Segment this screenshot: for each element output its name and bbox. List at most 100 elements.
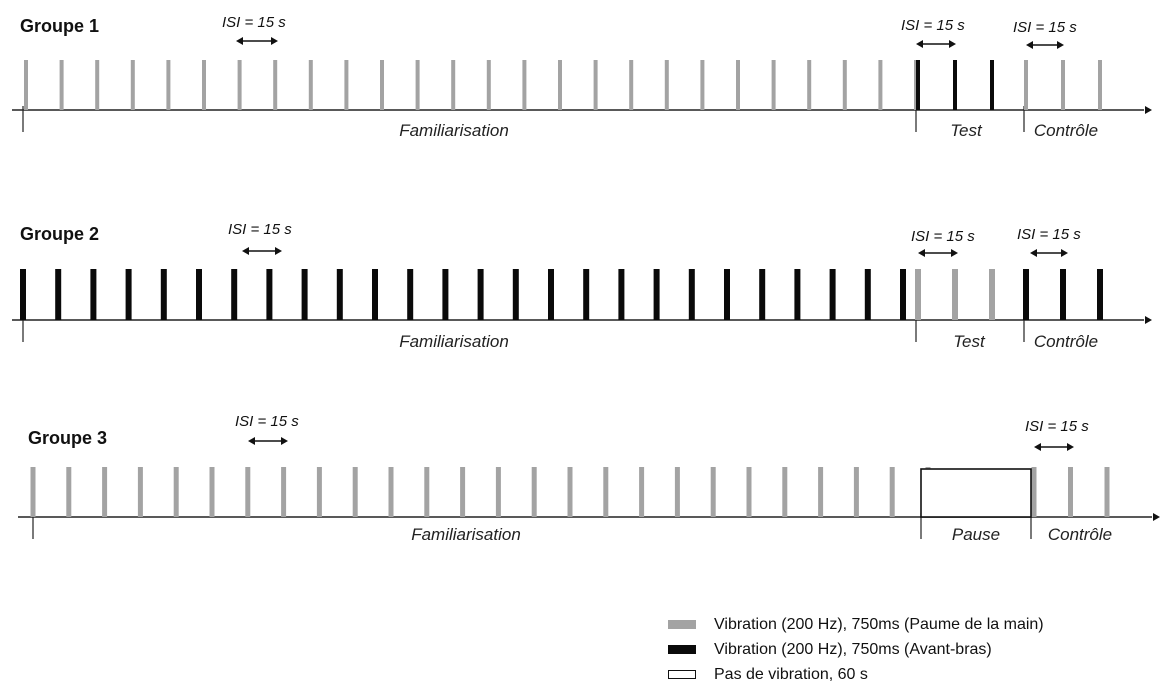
group-2-isi-arrow-1-icon-head-left	[242, 247, 249, 255]
group-3-pause-box	[920, 468, 1032, 518]
group-1-familiarisation-tick-palm	[878, 60, 883, 110]
group-1-familiarisation-tick-palm	[451, 60, 456, 110]
group-2-familiarisation-tick-forearm	[196, 269, 202, 320]
group-3-phase-label-3: Contrôle	[1048, 525, 1112, 544]
group-2-familiarisation-tick-forearm	[759, 269, 766, 320]
group-3-isi-arrow-2-icon-head-right	[1067, 443, 1074, 451]
group-1-familiarisation-tick-palm	[237, 60, 242, 110]
group-3-isi-label-2: ISI = 15 s	[1025, 418, 1089, 435]
legend-item-no-vibration: Pas de vibration, 60 s	[668, 662, 1044, 687]
group-2-familiarisation-tick-forearm	[548, 269, 554, 320]
group-1-familiarisation-tick-palm	[771, 60, 776, 110]
group-3-familiarisation-tick-palm	[137, 467, 143, 517]
group-2-axis-arrow-icon	[1145, 316, 1152, 324]
group-1-contrle-tick-palm	[1098, 60, 1102, 110]
group-2-familiarisation-tick-forearm	[794, 269, 801, 320]
group-1-title: Groupe 1	[20, 16, 99, 36]
group-1-isi-label-3: ISI = 15 s	[1013, 19, 1077, 36]
group-1-familiarisation-tick-palm	[202, 60, 206, 110]
group-1-contrle-tick-palm	[1061, 60, 1065, 110]
legend-label-no-vibration: Pas de vibration, 60 s	[714, 665, 868, 683]
legend-label-palm: Vibration (200 Hz), 750ms (Paume de la m…	[714, 615, 1044, 633]
group-1-familiarisation-tick-palm	[24, 60, 28, 110]
group-1-familiarisation-tick-palm	[807, 60, 812, 110]
group-1-familiarisation-tick-palm	[273, 60, 278, 110]
group-3-familiarisation-tick-palm	[674, 467, 680, 517]
group-2-test-tick-palm	[952, 269, 958, 320]
group-1-familiarisation-tick-palm	[558, 60, 562, 110]
group-3-familiarisation-tick-palm	[746, 467, 752, 517]
group-1-isi-arrow-3-icon-head-left	[1026, 41, 1033, 49]
group-3-familiarisation-tick-palm	[531, 467, 537, 517]
group-3-familiarisation-tick-palm	[853, 467, 859, 517]
group-1-familiarisation-tick-palm	[95, 60, 100, 110]
group-2-familiarisation-tick-forearm	[125, 269, 132, 320]
legend-swatch-palm	[668, 620, 696, 629]
group-2-contrle-tick-forearm	[1097, 269, 1103, 320]
group-1-familiarisation-tick-palm	[344, 60, 349, 110]
group-3-contrle-tick-palm	[1031, 467, 1037, 517]
group-3-familiarisation-tick-palm	[66, 467, 72, 517]
group-1-familiarisation-tick-palm	[380, 60, 384, 110]
group-1-phase-label-3: Contrôle	[1034, 121, 1098, 140]
group-2-familiarisation-tick-forearm	[477, 269, 484, 320]
group-3-familiarisation-tick-palm	[460, 467, 466, 517]
group-1-contrle-tick-palm	[1024, 60, 1028, 110]
group-3-familiarisation-tick-palm	[818, 467, 824, 517]
group-2-familiarisation-tick-forearm	[55, 269, 62, 320]
group-3-familiarisation-tick-palm	[245, 467, 251, 517]
group-3-phase-label-1: Familiarisation	[411, 525, 521, 544]
group-2-familiarisation-tick-forearm	[829, 269, 836, 320]
group-3-familiarisation-tick-palm	[424, 467, 430, 517]
group-2-contrle-tick-forearm	[1023, 269, 1029, 320]
group-2-familiarisation-tick-forearm	[900, 269, 906, 320]
group-3-familiarisation-tick-palm	[316, 467, 322, 517]
group-3-familiarisation-tick-palm	[388, 467, 394, 517]
group-1-familiarisation-tick-palm	[593, 60, 598, 110]
legend-item-forearm: Vibration (200 Hz), 750ms (Avant-bras)	[668, 637, 1044, 662]
group-3-phase-label-2: Pause	[952, 525, 1000, 544]
group-3-contrle-tick-palm	[1068, 467, 1073, 517]
group-2-test-tick-palm	[989, 269, 995, 320]
group-1-familiarisation-tick-palm	[736, 60, 740, 110]
group-3-familiarisation-tick-palm	[30, 467, 36, 517]
legend-label-forearm: Vibration (200 Hz), 750ms (Avant-bras)	[714, 640, 992, 658]
group-1-test-tick-forearm	[916, 60, 920, 110]
legend-swatch-forearm	[668, 645, 696, 654]
group-3-isi-label-1: ISI = 15 s	[235, 413, 299, 430]
group-3-familiarisation-tick-palm	[889, 467, 895, 517]
group-2-phase-label-1: Familiarisation	[399, 332, 509, 351]
group-1-isi-arrow-1-icon-head-left	[236, 37, 243, 45]
group-2-isi-arrow-2-icon-head-right	[951, 249, 958, 257]
group-3-familiarisation-tick-palm	[173, 467, 179, 517]
group-2-phase-label-3: Contrôle	[1034, 332, 1098, 351]
group-3-familiarisation-tick-palm	[567, 467, 573, 517]
group-2-familiarisation-tick-forearm	[90, 269, 97, 320]
group-1-isi-arrow-1-icon-head-right	[271, 37, 278, 45]
group-2-title: Groupe 2	[20, 224, 99, 244]
legend-swatch-no-vibration	[668, 670, 696, 679]
group-3-familiarisation-tick-palm	[102, 467, 108, 517]
group-1-familiarisation-tick-palm	[700, 60, 705, 110]
group-1-familiarisation-tick-palm	[166, 60, 171, 110]
legend-item-palm: Vibration (200 Hz), 750ms (Paume de la m…	[668, 612, 1044, 637]
group-3-axis-arrow-icon	[1153, 513, 1160, 521]
group-2-test-tick-palm	[915, 269, 921, 320]
group-1-familiarisation-tick-palm	[308, 60, 313, 110]
group-3-familiarisation-tick-palm	[603, 467, 609, 517]
group-2-familiarisation-tick-forearm	[20, 269, 26, 320]
group-2-familiarisation-tick-forearm	[372, 269, 378, 320]
group-2-familiarisation-tick-forearm	[688, 269, 695, 320]
group-2-familiarisation-tick-forearm	[407, 269, 414, 320]
group-2-isi-arrow-3-icon-head-left	[1030, 249, 1037, 257]
group-2-isi-arrow-3-icon-head-right	[1061, 249, 1068, 257]
group-3-familiarisation-tick-palm	[782, 467, 788, 517]
group-1-phase-label-1: Familiarisation	[399, 121, 509, 140]
group-2-isi-arrow-1-icon-head-right	[275, 247, 282, 255]
legend: Vibration (200 Hz), 750ms (Paume de la m…	[668, 612, 1044, 687]
group-3-title: Groupe 3	[28, 428, 107, 448]
group-2-isi-label-1: ISI = 15 s	[228, 221, 292, 238]
group-3-isi-arrow-1-icon-head-left	[248, 437, 255, 445]
group-3-familiarisation-tick-palm	[352, 467, 358, 517]
group-2-phase-label-2: Test	[953, 332, 986, 351]
